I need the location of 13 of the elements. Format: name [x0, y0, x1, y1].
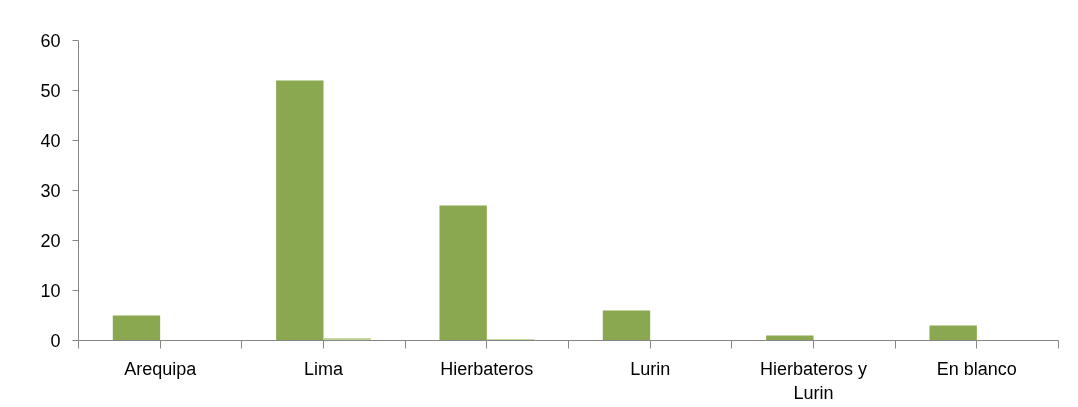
x-tick-label: Arequipa [124, 358, 198, 379]
y-tick-label: 10 [40, 281, 61, 301]
y-tick-label: 0 [50, 331, 61, 351]
y-tick-label: 30 [40, 181, 61, 201]
x-tick-label: En blanco [936, 358, 1017, 379]
y-tick-label: 50 [40, 81, 61, 101]
y-tick-label: 60 [40, 31, 61, 51]
x-tick-label: Hierbateros y Lurin [759, 358, 868, 403]
y-tick-label: 20 [40, 231, 61, 251]
y-tick-label: 40 [40, 131, 61, 151]
x-tick-label: Lurin [630, 358, 671, 379]
x-tick-label: Lima [303, 358, 344, 379]
x-tick-label: Hierbateros [440, 358, 534, 379]
